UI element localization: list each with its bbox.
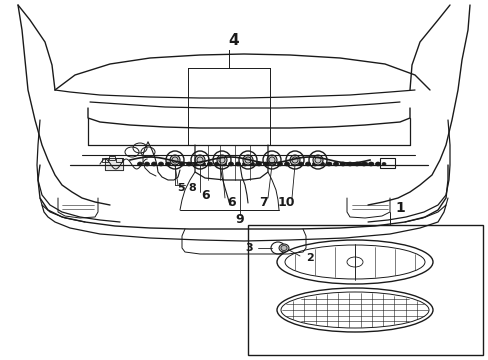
Ellipse shape	[375, 162, 380, 166]
Ellipse shape	[375, 162, 379, 166]
Text: 8: 8	[188, 183, 196, 193]
Ellipse shape	[361, 162, 366, 166]
Ellipse shape	[369, 162, 373, 166]
Ellipse shape	[172, 162, 177, 166]
Text: 6: 6	[227, 195, 236, 208]
Text: 3: 3	[245, 243, 252, 253]
Bar	[247, 225, 482, 355]
Ellipse shape	[291, 162, 296, 166]
Ellipse shape	[381, 162, 385, 166]
Ellipse shape	[200, 162, 205, 166]
Ellipse shape	[151, 162, 156, 166]
Ellipse shape	[144, 162, 149, 166]
Ellipse shape	[256, 162, 261, 166]
Ellipse shape	[207, 162, 212, 166]
Ellipse shape	[333, 162, 337, 166]
Ellipse shape	[289, 155, 299, 165]
Text: 7: 7	[259, 195, 268, 208]
Ellipse shape	[170, 155, 180, 165]
Text: 1: 1	[394, 201, 404, 215]
Bar	[116, 158, 122, 162]
Ellipse shape	[339, 162, 343, 166]
Ellipse shape	[217, 155, 226, 165]
Ellipse shape	[351, 162, 355, 166]
Bar	[102, 158, 108, 162]
Ellipse shape	[284, 162, 289, 166]
Ellipse shape	[346, 162, 349, 166]
Ellipse shape	[333, 162, 338, 166]
Ellipse shape	[305, 162, 310, 166]
Ellipse shape	[195, 155, 204, 165]
Ellipse shape	[243, 155, 252, 165]
Ellipse shape	[179, 162, 184, 166]
Ellipse shape	[340, 162, 345, 166]
Bar	[109, 156, 115, 160]
Bar	[105, 158, 123, 170]
Ellipse shape	[298, 162, 303, 166]
Ellipse shape	[326, 162, 331, 166]
Text: 9: 9	[235, 212, 244, 225]
Ellipse shape	[242, 162, 247, 166]
Ellipse shape	[165, 162, 170, 166]
Text: 2: 2	[305, 253, 313, 263]
Text: 5: 5	[177, 183, 184, 193]
Ellipse shape	[270, 162, 275, 166]
Ellipse shape	[279, 244, 288, 252]
Ellipse shape	[214, 162, 219, 166]
Ellipse shape	[228, 162, 233, 166]
Ellipse shape	[266, 155, 276, 165]
Ellipse shape	[277, 162, 282, 166]
Ellipse shape	[137, 162, 142, 166]
Text: 10: 10	[277, 195, 294, 208]
Ellipse shape	[354, 162, 359, 166]
Text: 4: 4	[228, 32, 239, 48]
Ellipse shape	[158, 162, 163, 166]
Ellipse shape	[319, 162, 324, 166]
Bar	[379, 158, 394, 168]
Ellipse shape	[186, 162, 191, 166]
Ellipse shape	[235, 162, 240, 166]
Ellipse shape	[363, 162, 367, 166]
Ellipse shape	[263, 162, 268, 166]
Ellipse shape	[368, 162, 373, 166]
Ellipse shape	[357, 162, 361, 166]
Ellipse shape	[312, 155, 323, 165]
Ellipse shape	[327, 162, 331, 166]
Text: 6: 6	[201, 189, 210, 202]
Ellipse shape	[347, 162, 352, 166]
Ellipse shape	[249, 162, 254, 166]
Bar	[105, 158, 123, 170]
Ellipse shape	[221, 162, 226, 166]
Ellipse shape	[312, 162, 317, 166]
Ellipse shape	[193, 162, 198, 166]
